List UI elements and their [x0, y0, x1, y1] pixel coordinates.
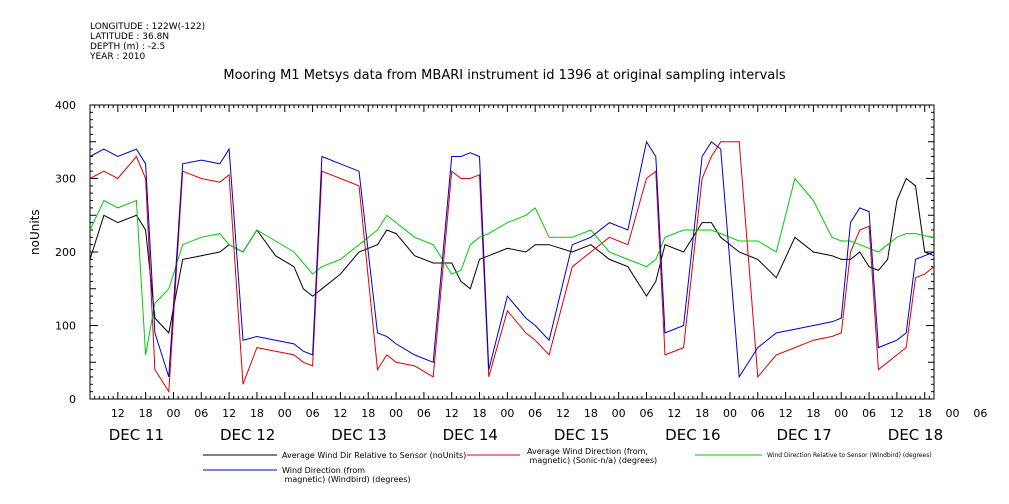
y-axis-label: noUnits — [28, 209, 42, 255]
y-tick-label: 100 — [55, 320, 76, 333]
day-label: DEC 14 — [443, 426, 498, 444]
x-tick-label: 00 — [278, 407, 292, 420]
x-tick-labels: 12 18 00 06 12 18 00 06 12 18 00 06 12 18 00 06 12 18 00 06… — [111, 407, 988, 420]
day-label: DEC 11 — [109, 426, 164, 444]
x-tick-label: 00 — [834, 407, 848, 420]
x-tick-label: 12 — [111, 407, 125, 420]
y-tick-label: 200 — [55, 246, 76, 259]
day-label: DEC 15 — [554, 426, 609, 444]
x-tick-label: 06 — [528, 407, 542, 420]
x-tick-label: 18 — [250, 407, 264, 420]
x-tick-label: 06 — [194, 407, 208, 420]
x-tick-label: 12 — [222, 407, 236, 420]
x-tick-label: 06 — [639, 407, 653, 420]
x-tick-label: 00 — [389, 407, 403, 420]
day-label: DEC 18 — [888, 426, 943, 444]
x-tick-label: 12 — [445, 407, 459, 420]
x-tick-label: 18 — [473, 407, 487, 420]
latitude-text: LATITUDE : 36.8N — [90, 32, 170, 42]
legend-label-black: Average Wind Dir Relative to Sensor (noU… — [282, 451, 467, 460]
longitude-text: LONGITUDE : 122W(-122) — [90, 22, 206, 32]
series-line-2 — [89, 177, 935, 355]
x-tick-label: 18 — [139, 407, 153, 420]
legend-label-red: Average Wind Direction (from, magnetic) … — [527, 447, 658, 465]
day-label: DEC 17 — [776, 426, 831, 444]
x-tick-label: 06 — [306, 407, 320, 420]
plot-frame — [89, 104, 935, 400]
x-tick-label: 18 — [695, 407, 709, 420]
x-tick-label: 18 — [584, 407, 598, 420]
x-tick-label: 06 — [417, 407, 431, 420]
x-tick-label: 18 — [806, 407, 820, 420]
x-tick-label: 06 — [862, 407, 876, 420]
series-lines — [89, 140, 935, 394]
x-tick-label: 00 — [500, 407, 514, 420]
x-tick-label: 12 — [333, 407, 347, 420]
x-tick-label: 00 — [612, 407, 626, 420]
x-tick-label: 12 — [667, 407, 681, 420]
x-tick-label: 06 — [973, 407, 987, 420]
series-line-1 — [89, 141, 935, 394]
y-tick-label: 400 — [55, 99, 76, 112]
x-tick-label: 12 — [556, 407, 570, 420]
x-tick-label: 00 — [166, 407, 180, 420]
year-text: YEAR : 2010 — [90, 52, 146, 62]
x-tick-label: 12 — [890, 407, 904, 420]
y-tick-label: 300 — [55, 173, 76, 186]
chart-title: Mooring M1 Metsys data from MBARI instru… — [223, 68, 786, 83]
y-tick-labels: 0 100 200 300 400 — [55, 99, 76, 406]
x-tick-label: 00 — [723, 407, 737, 420]
day-labels: DEC 11 DEC 12 DEC 13 DEC 14 DEC 15 DEC 16 DEC … — [109, 426, 943, 444]
legend-swatches — [203, 454, 762, 471]
y-tick-label: 0 — [69, 393, 76, 406]
day-label: DEC 13 — [331, 426, 386, 444]
series-line-3 — [89, 140, 935, 379]
legend-label-green: Wind Direction Relative to Sensor (Windb… — [767, 452, 932, 459]
legend-label-blue: Wind Direction (from magnetic) (Windbird… — [282, 466, 411, 484]
day-label: DEC 12 — [220, 426, 275, 444]
x-tick-label: 18 — [361, 407, 375, 420]
axis-ticks — [89, 104, 935, 400]
series-line-0 — [89, 177, 935, 334]
x-tick-label: 00 — [946, 407, 960, 420]
x-tick-label: 18 — [918, 407, 932, 420]
depth-text: DEPTH (m) : -2.5 — [90, 42, 166, 52]
x-tick-label: 12 — [779, 407, 793, 420]
x-tick-label: 06 — [751, 407, 765, 420]
day-label: DEC 16 — [665, 426, 720, 444]
